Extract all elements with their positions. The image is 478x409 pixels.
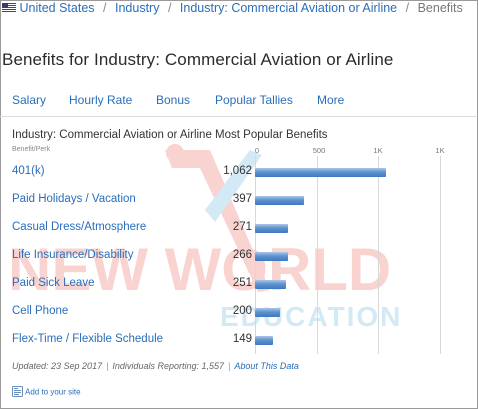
chart-row: Paid Sick Leave 251 bbox=[0, 275, 476, 303]
gridline bbox=[440, 156, 441, 354]
breadcrumb: United States / Industry / Industry: Com… bbox=[2, 0, 463, 16]
breadcrumb-separator: / bbox=[405, 1, 410, 15]
benefit-bar bbox=[255, 196, 304, 205]
benefit-bar bbox=[255, 168, 386, 177]
axis-tick: 1K bbox=[373, 146, 383, 155]
about-data-link[interactable]: About This Data bbox=[234, 361, 299, 371]
benefits-chart: Industry: Commercial Aviation or Airline… bbox=[0, 118, 476, 358]
breadcrumb-link-industry[interactable]: Industry bbox=[114, 1, 160, 15]
chart-row: Paid Holidays / Vacation 397 bbox=[0, 191, 476, 219]
chart-row: Casual Dress/Atmosphere 271 bbox=[0, 219, 476, 247]
tab-salary[interactable]: Salary bbox=[12, 93, 47, 107]
add-to-site-link[interactable]: Add to your site bbox=[12, 386, 81, 399]
tab-more[interactable]: More bbox=[317, 93, 345, 107]
tab-hourly-rate[interactable]: Hourly Rate bbox=[69, 93, 133, 107]
updated-date: Updated: 23 Sep 2017 bbox=[12, 361, 103, 371]
benefit-bar bbox=[255, 308, 280, 317]
tab-bar: Salary Hourly Rate Bonus Popular Tallies… bbox=[0, 88, 476, 117]
benefit-count: 397 bbox=[232, 193, 252, 205]
benefit-bar bbox=[255, 280, 286, 289]
breadcrumb-separator: / bbox=[167, 1, 172, 15]
individuals-reporting: Individuals Reporting: 1,557 bbox=[112, 361, 224, 371]
chart-title: Industry: Commercial Aviation or Airline… bbox=[12, 129, 328, 141]
page-title: Benefits for Industry: Commercial Aviati… bbox=[2, 50, 394, 69]
tab-bonus[interactable]: Bonus bbox=[156, 93, 191, 107]
benefit-bar bbox=[255, 224, 289, 233]
chart-row: Flex-Time / Flexible Schedule 149 bbox=[0, 331, 476, 359]
benefit-link-paid-sick-leave[interactable]: Paid Sick Leave bbox=[12, 277, 95, 289]
add-to-site-label: Add to your site bbox=[25, 387, 81, 397]
benefit-link-cell-phone[interactable]: Cell Phone bbox=[12, 305, 69, 317]
breadcrumb-separator: / bbox=[103, 1, 107, 15]
benefit-link-paid-holidays[interactable]: Paid Holidays / Vacation bbox=[12, 193, 136, 205]
gridline bbox=[378, 156, 379, 354]
benefit-count: 271 bbox=[232, 221, 252, 233]
breadcrumb-current: Benefits bbox=[417, 1, 463, 15]
chart-row: Cell Phone 200 bbox=[0, 303, 476, 331]
axis-tick: 0 bbox=[254, 146, 260, 155]
data-footer: Updated: 23 Sep 2017 | Individuals Reporti… bbox=[12, 361, 299, 371]
benefit-count: 200 bbox=[232, 305, 252, 317]
benefit-bar bbox=[255, 336, 274, 345]
benefit-link-life-insurance[interactable]: Life Insurance/Disability bbox=[12, 249, 134, 261]
axis-tick: 1K bbox=[435, 146, 445, 155]
benefit-bar bbox=[255, 252, 288, 261]
benefit-link-401k[interactable]: 401(k) bbox=[12, 165, 45, 177]
column-label: Benefit/Perk bbox=[12, 146, 51, 153]
benefit-count: 1,062 bbox=[223, 165, 252, 177]
footer-separator: | bbox=[106, 361, 109, 371]
breadcrumb-link-commercial-aviation[interactable]: Industry: Commercial Aviation or Airline bbox=[179, 1, 398, 15]
tab-popular-tallies[interactable]: Popular Tallies bbox=[215, 93, 293, 107]
add-site-icon bbox=[12, 386, 23, 399]
benefit-link-flex-time[interactable]: Flex-Time / Flexible Schedule bbox=[12, 333, 164, 345]
benefit-count: 251 bbox=[232, 277, 252, 289]
benefit-count: 149 bbox=[232, 333, 252, 345]
benefit-link-casual-dress[interactable]: Casual Dress/Atmosphere bbox=[12, 221, 147, 233]
benefit-count: 266 bbox=[232, 249, 252, 261]
gridline bbox=[317, 156, 318, 354]
us-flag-icon bbox=[2, 0, 16, 16]
chart-row: 401(k) 1,062 bbox=[0, 163, 476, 191]
footer-separator: | bbox=[228, 361, 231, 371]
axis-tick: 500 bbox=[312, 146, 326, 155]
chart-row: Life Insurance/Disability 266 bbox=[0, 247, 476, 275]
breadcrumb-link-united-states[interactable]: United States bbox=[19, 1, 95, 15]
